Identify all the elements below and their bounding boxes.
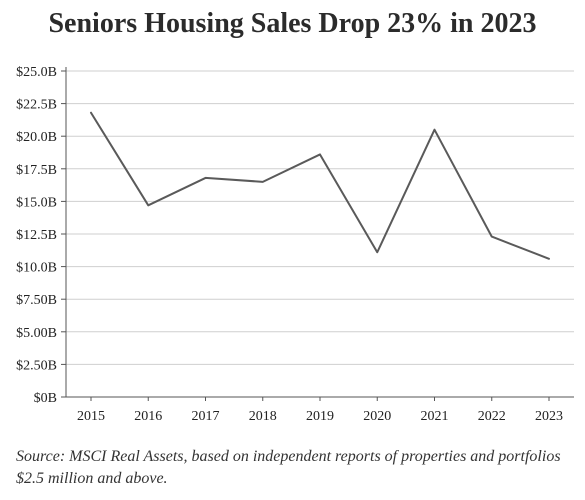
y-tick-label: $17.5B <box>16 163 57 178</box>
x-tick-label: 2017 <box>192 409 220 424</box>
chart-title: Seniors Housing Sales Drop 23% in 2023 <box>48 8 537 39</box>
x-tick-label: 2020 <box>363 409 391 424</box>
source-note: Source: MSCI Real Assets, based on indep… <box>16 448 561 487</box>
series-line <box>90 111 550 260</box>
x-tick-label: 2016 <box>134 409 162 424</box>
y-tick-label: $2.50B <box>16 358 57 373</box>
y-tick-label: $20.0B <box>16 130 57 145</box>
y-tick-label: $10.0B <box>16 261 57 276</box>
x-tick-label: 2019 <box>306 409 334 424</box>
y-tick-label: $15.0B <box>16 195 57 210</box>
x-tick-label: 2018 <box>249 409 277 424</box>
y-tick-label: $25.0B <box>16 65 57 80</box>
y-tick-label: $5.00B <box>16 326 57 341</box>
y-tick-label: $0B <box>34 391 57 406</box>
y-tick-label: $7.50B <box>16 293 57 308</box>
x-tick-label: 2015 <box>77 409 105 424</box>
y-tick-label: $12.5B <box>16 228 57 243</box>
x-tick-label: 2023 <box>535 409 563 424</box>
x-tick-label: 2022 <box>478 409 506 424</box>
x-tick-label: 2021 <box>421 409 449 424</box>
y-tick-label: $22.5B <box>16 98 57 113</box>
